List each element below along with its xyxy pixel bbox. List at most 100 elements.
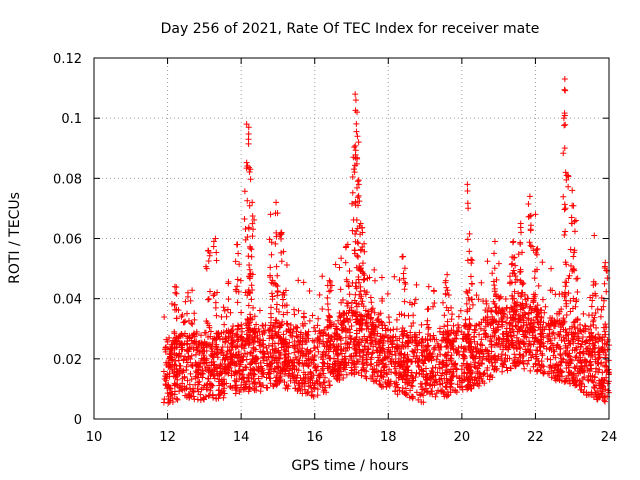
data-point	[274, 210, 281, 217]
data-point	[433, 336, 440, 343]
data-point	[213, 349, 220, 356]
data-point	[295, 348, 302, 355]
data-point	[352, 91, 359, 98]
data-point	[605, 387, 612, 394]
data-point	[379, 335, 386, 342]
data-point	[373, 335, 380, 342]
data-point	[229, 330, 236, 337]
data-point	[273, 317, 280, 324]
data-point	[329, 364, 336, 371]
data-point	[247, 176, 254, 183]
data-point	[479, 348, 486, 355]
data-point	[188, 362, 195, 369]
data-point	[439, 364, 446, 371]
data-point	[217, 390, 224, 397]
data-point	[209, 382, 216, 389]
data-point	[235, 336, 242, 343]
data-point	[424, 343, 431, 350]
data-point	[511, 351, 518, 358]
data-point	[192, 368, 199, 375]
data-point	[431, 382, 438, 389]
data-point	[503, 319, 510, 326]
data-point	[294, 372, 301, 379]
data-point	[511, 309, 518, 316]
data-point	[398, 311, 405, 318]
data-point	[368, 354, 375, 361]
data-point	[556, 372, 563, 379]
data-point	[384, 290, 391, 297]
data-point	[322, 374, 329, 381]
data-point	[520, 317, 527, 324]
data-point	[437, 388, 444, 395]
data-point	[260, 354, 267, 361]
data-point	[236, 261, 243, 268]
data-point	[464, 369, 471, 376]
data-point	[589, 312, 596, 319]
data-point	[225, 280, 232, 287]
data-point	[353, 128, 360, 135]
data-point	[351, 297, 358, 304]
data-point	[515, 315, 522, 322]
data-point	[425, 326, 432, 333]
data-point	[228, 346, 235, 353]
data-point	[277, 230, 284, 237]
data-point	[267, 264, 274, 271]
data-point	[562, 279, 569, 286]
data-point	[310, 384, 317, 391]
data-point	[218, 313, 225, 320]
data-point	[566, 369, 573, 376]
data-point	[418, 367, 425, 374]
data-point	[357, 220, 364, 227]
data-point	[599, 369, 606, 376]
data-point	[247, 243, 254, 250]
data-point	[418, 383, 425, 390]
data-point	[558, 306, 565, 313]
data-point	[260, 357, 267, 364]
data-point	[295, 307, 302, 314]
y-tick-label: 0.12	[53, 52, 82, 67]
data-point	[582, 325, 589, 332]
data-point	[392, 343, 399, 350]
data-point	[359, 336, 366, 343]
data-point	[420, 368, 427, 375]
data-point	[464, 187, 471, 194]
data-point	[214, 289, 221, 296]
data-point	[174, 376, 181, 383]
data-point	[287, 377, 294, 384]
data-point	[571, 347, 578, 354]
data-point	[546, 335, 553, 342]
data-point	[182, 298, 189, 305]
data-point	[255, 375, 262, 382]
data-point	[286, 339, 293, 346]
data-point	[200, 344, 207, 351]
data-point	[343, 276, 350, 283]
data-point	[589, 333, 596, 340]
data-point	[548, 374, 555, 381]
data-point	[427, 370, 434, 377]
data-point	[465, 205, 472, 212]
data-point	[163, 343, 170, 350]
data-point	[603, 351, 610, 358]
data-point	[286, 328, 293, 335]
data-point	[232, 344, 239, 351]
data-point	[314, 322, 321, 329]
data-point	[443, 352, 450, 359]
data-point	[516, 344, 523, 351]
x-tick-label: 18	[380, 430, 397, 445]
data-point	[375, 354, 382, 361]
data-point	[454, 381, 461, 388]
data-point	[370, 378, 377, 385]
data-point	[526, 338, 533, 345]
data-point	[506, 273, 513, 280]
data-point	[581, 383, 588, 390]
data-point	[544, 355, 551, 362]
data-point	[326, 317, 333, 324]
data-point	[214, 330, 221, 337]
data-point	[199, 348, 206, 355]
data-point	[210, 292, 217, 299]
data-point	[519, 249, 526, 256]
data-point	[371, 332, 378, 339]
y-tick-label: 0.06	[53, 233, 82, 248]
data-point	[179, 346, 186, 353]
data-point	[359, 321, 366, 328]
